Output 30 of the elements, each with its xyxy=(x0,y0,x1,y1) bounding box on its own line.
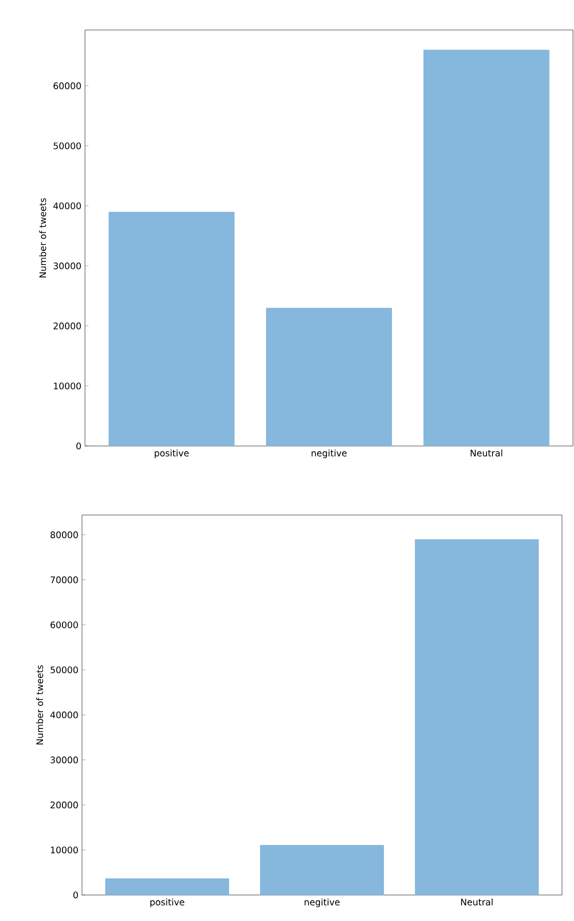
y-tick-label: 10000 xyxy=(54,382,81,390)
y-tick-label: 60000 xyxy=(50,621,78,628)
x-tick-label: negitive xyxy=(312,450,347,458)
y-axis-title: Number of tweets xyxy=(36,665,44,744)
y-tick-label: 0 xyxy=(73,892,78,898)
y-tick-label: 30000 xyxy=(50,756,78,764)
x-tick-label: Neutral xyxy=(470,450,502,456)
bar xyxy=(260,845,384,895)
y-tick-label: 50000 xyxy=(54,142,81,150)
y-tick-label: 70000 xyxy=(50,576,78,584)
y-tick-label: 0 xyxy=(76,442,81,450)
x-tick-label: positive xyxy=(150,898,184,908)
y-tick-label: 50000 xyxy=(50,666,78,674)
y-tick-label: 40000 xyxy=(50,712,78,718)
y-tick-label: 30000 xyxy=(54,262,81,270)
bar xyxy=(414,539,539,895)
y-tick-label: 20000 xyxy=(50,802,78,808)
y-tick-label: 60000 xyxy=(54,82,81,90)
x-tick-label: Neutral xyxy=(461,898,493,906)
bar xyxy=(105,878,230,895)
y-axis-title: Number of tweets xyxy=(39,198,46,278)
y-tick-label: 20000 xyxy=(54,322,81,330)
y-tick-label: 40000 xyxy=(53,202,81,210)
bar xyxy=(108,212,235,446)
x-tick-label: positive xyxy=(154,450,189,458)
y-tick-label: 80000 xyxy=(50,531,78,538)
bar xyxy=(266,308,392,446)
bar xyxy=(423,50,550,446)
y-tick-label: 10000 xyxy=(50,846,78,854)
x-tick-label: negitive xyxy=(304,898,340,908)
